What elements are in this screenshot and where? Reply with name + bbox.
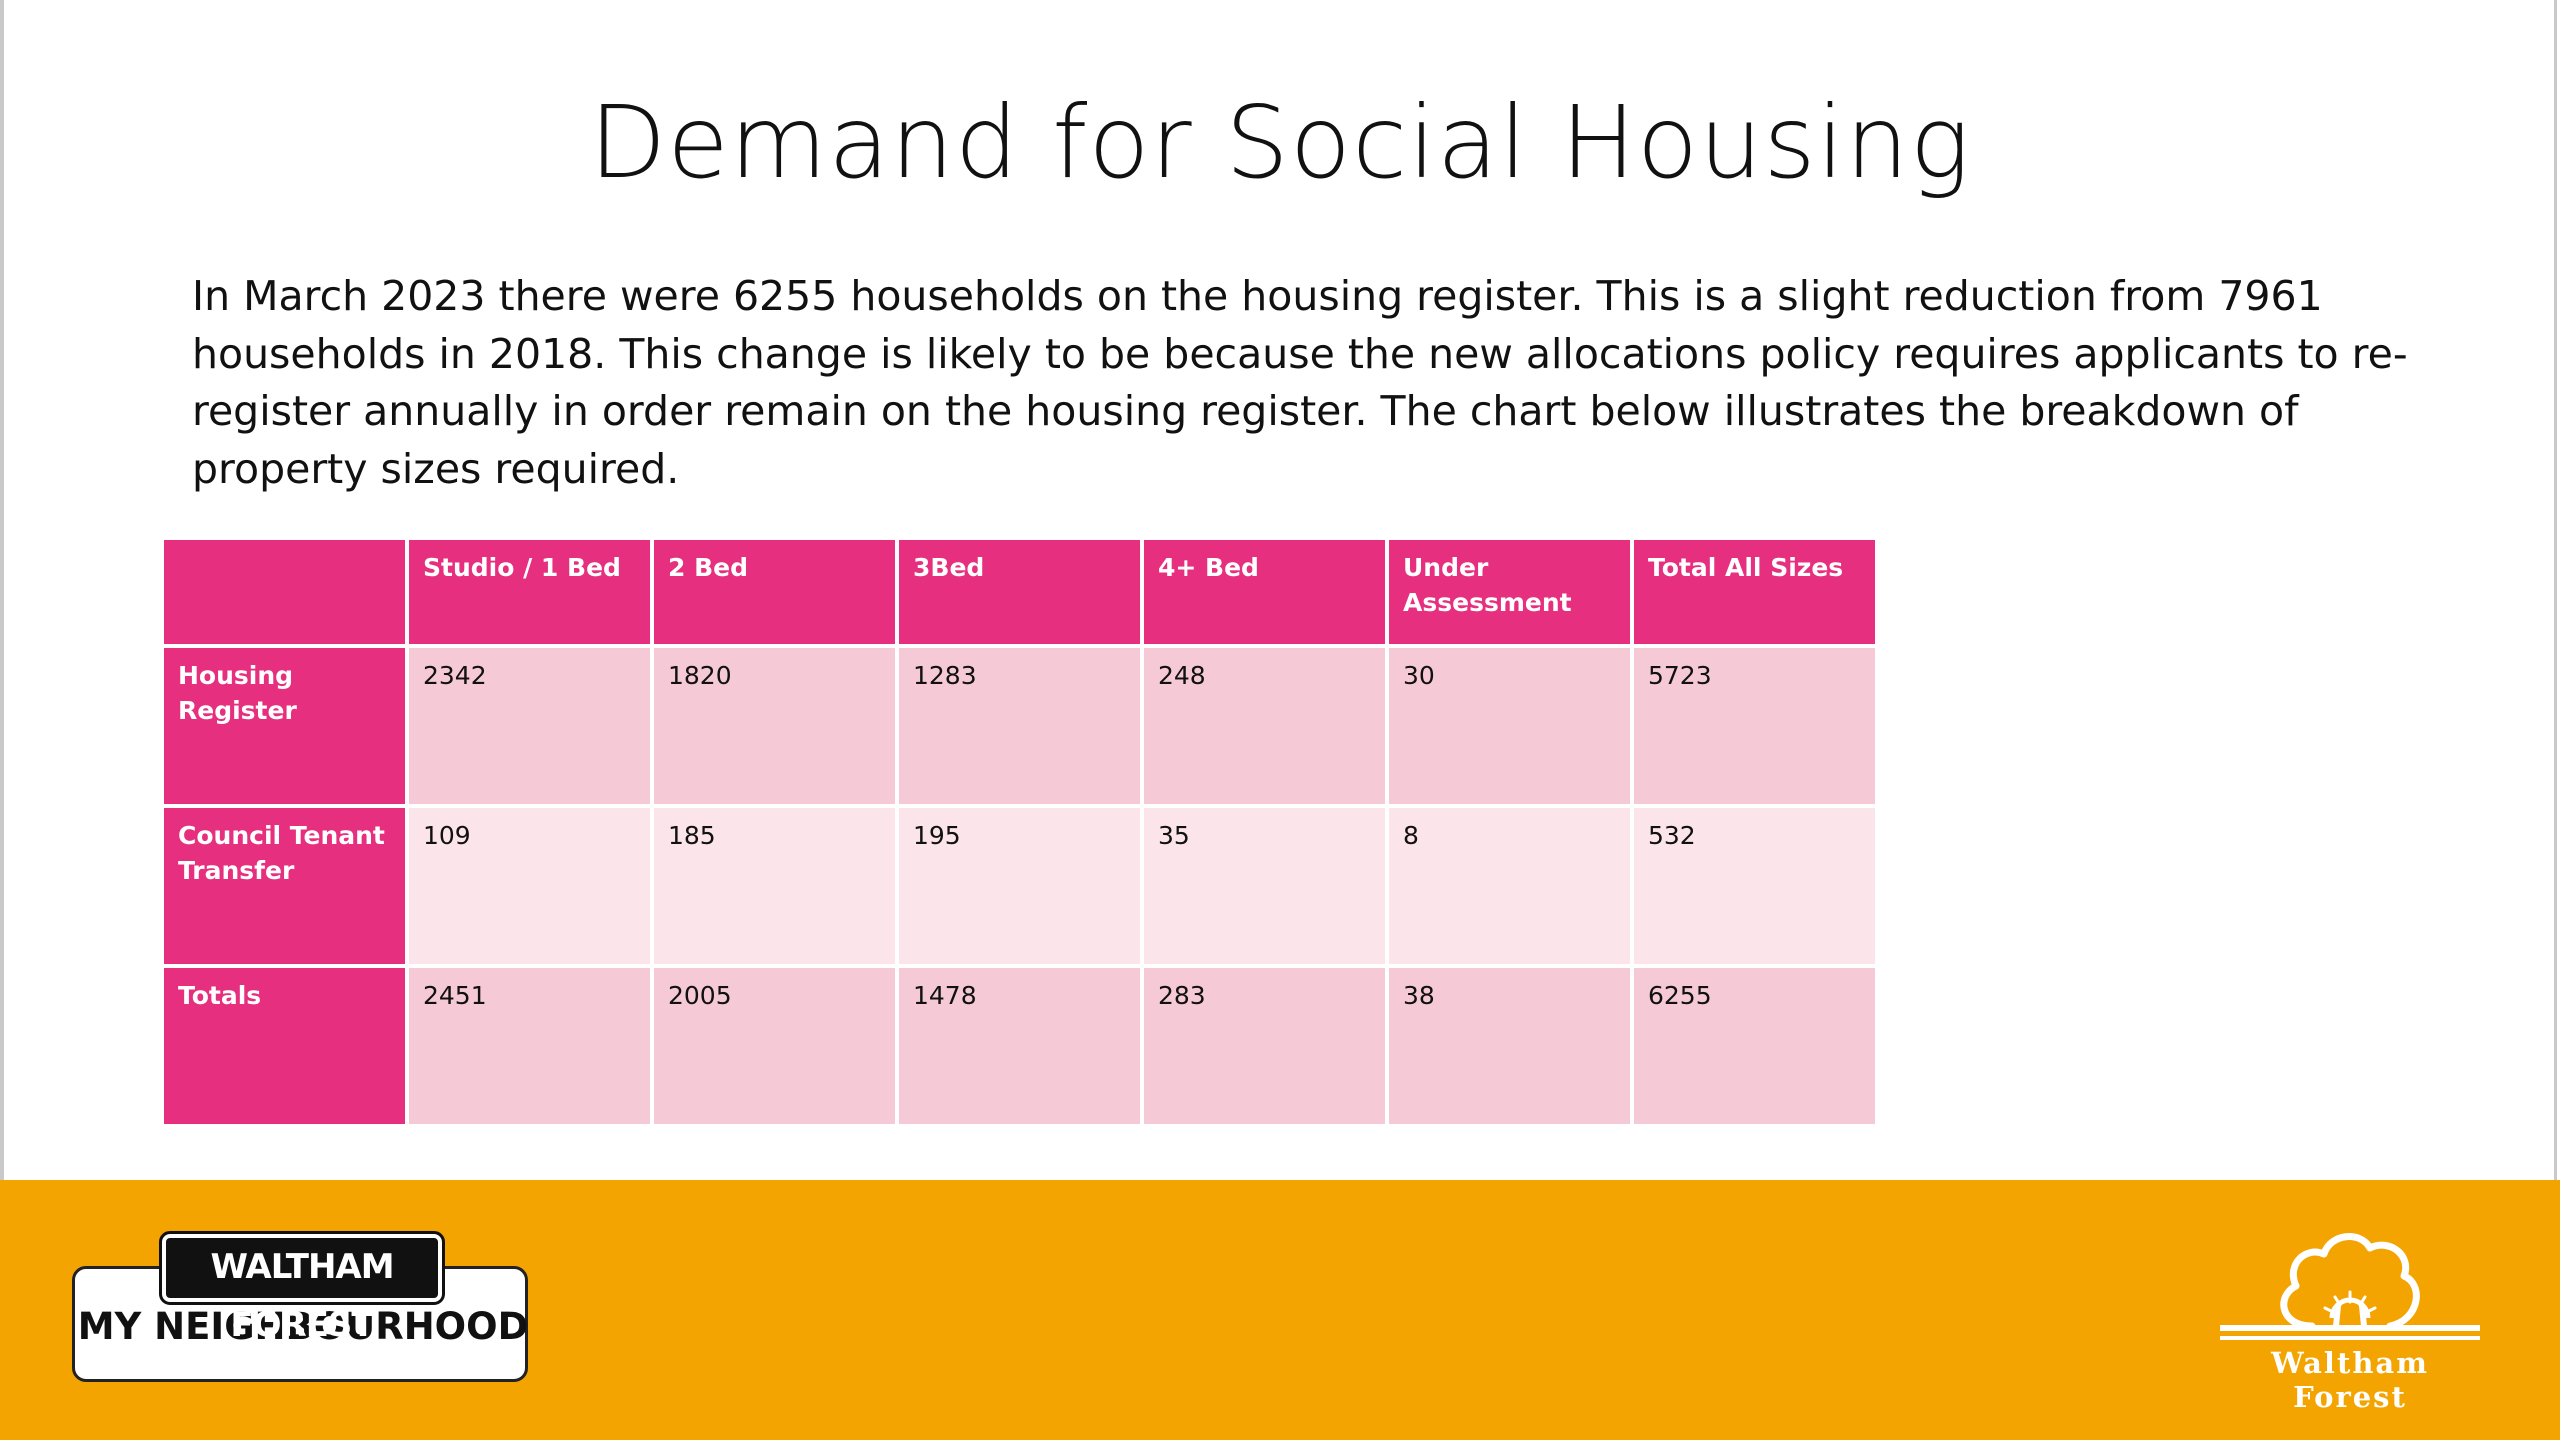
table-cell: 30 xyxy=(1389,644,1630,804)
table-header-row: Studio / 1 Bed 2 Bed 3Bed 4+ Bed Under A… xyxy=(164,540,1875,644)
my-neighbourhood-logo: MY NEIGHBOURHOOD WALTHAM FOREST xyxy=(72,1231,534,1384)
table-cell: 8 xyxy=(1389,804,1630,964)
table-cell: 1478 xyxy=(899,964,1140,1124)
row-header-council-tenant-transfer: Council Tenant Transfer xyxy=(164,804,405,964)
table-row-totals: Totals 2451 2005 1478 283 38 6255 xyxy=(164,964,1875,1124)
my-neighbourhood-logo-box: MY NEIGHBOURHOOD xyxy=(72,1266,528,1382)
table-cell: 5723 xyxy=(1634,644,1875,804)
header-cell-2-bed: 2 Bed xyxy=(654,540,895,644)
housing-demand-table: Studio / 1 Bed 2 Bed 3Bed 4+ Bed Under A… xyxy=(160,540,1879,1124)
slide-title: Demand for Social Housing xyxy=(589,84,1971,201)
table-cell: 2342 xyxy=(409,644,650,804)
table-cell: 532 xyxy=(1634,804,1875,964)
waltham-forest-logo-tab: WALTHAM FOREST xyxy=(159,1231,445,1345)
header-cell-3-bed: 3Bed xyxy=(899,540,1140,644)
waltham-forest-logo-text: Waltham Forest xyxy=(2271,1346,2429,1414)
table-cell: 1820 xyxy=(654,644,895,804)
table-row-housing-register: Housing Register 2342 1820 1283 248 30 5… xyxy=(164,644,1875,804)
table-cell: 248 xyxy=(1144,644,1385,804)
row-header-housing-register: Housing Register xyxy=(164,644,405,804)
header-cell-4-plus-bed: 4+ Bed xyxy=(1144,540,1385,644)
row-header-totals: Totals xyxy=(164,964,405,1124)
table-cell: 283 xyxy=(1144,964,1385,1124)
table-cell: 185 xyxy=(654,804,895,964)
header-cell-under-assessment: Under Assessment xyxy=(1389,540,1630,644)
my-neighbourhood-logo-text: MY NEIGHBOURHOOD xyxy=(77,1305,529,1348)
intro-paragraph: In March 2023 there were 6255 households… xyxy=(192,272,2408,493)
waltham-forest-council-logo: Waltham Forest xyxy=(2210,1222,2490,1414)
slide-border-left xyxy=(0,0,4,1180)
table-cell: 1283 xyxy=(899,644,1140,804)
table-cell: 195 xyxy=(899,804,1140,964)
table-cell: 2451 xyxy=(409,964,650,1124)
table-cell: 38 xyxy=(1389,964,1630,1124)
table-row-council-tenant-transfer: Council Tenant Transfer 109 185 195 35 8… xyxy=(164,804,1875,964)
table-cell: 109 xyxy=(409,804,650,964)
slide-border-right xyxy=(2554,0,2557,1180)
tree-icon xyxy=(2220,1233,2480,1340)
header-cell-studio-1-bed: Studio / 1 Bed xyxy=(409,540,650,644)
table-cell: 2005 xyxy=(654,964,895,1124)
header-cell-total-all-sizes: Total All Sizes xyxy=(1634,540,1875,644)
table-cell: 35 xyxy=(1144,804,1385,964)
header-cell-corner xyxy=(164,540,405,644)
table-cell: 6255 xyxy=(1634,964,1875,1124)
